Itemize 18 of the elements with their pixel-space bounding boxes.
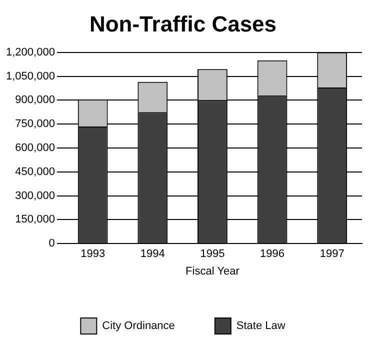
x-tick-label: 1996 bbox=[260, 248, 285, 260]
y-tick-label: 900,000 bbox=[15, 94, 55, 106]
y-tick-label: 1,200,000 bbox=[6, 46, 55, 58]
x-tick-label: 1993 bbox=[80, 248, 106, 260]
y-tick-label: 150,000 bbox=[15, 214, 55, 226]
x-tick-label: 1997 bbox=[320, 248, 344, 260]
y-tick-label: 1,050,000 bbox=[6, 70, 55, 82]
legend-label: State Law bbox=[236, 320, 286, 332]
x-axis-title: Fiscal Year bbox=[186, 265, 240, 278]
y-tick-label: 750,000 bbox=[15, 118, 55, 130]
x-tick-label: 1995 bbox=[200, 248, 225, 260]
y-tick-label: 300,000 bbox=[15, 190, 55, 202]
y-tick-label: 600,000 bbox=[15, 142, 55, 154]
y-tick-label: 0 bbox=[48, 238, 55, 250]
x-tick-label: 1994 bbox=[140, 248, 165, 260]
legend-label: City Ordinance bbox=[102, 320, 175, 332]
chart-title: Non-Traffic Cases bbox=[89, 11, 277, 36]
y-tick-label: 450,000 bbox=[15, 166, 55, 178]
